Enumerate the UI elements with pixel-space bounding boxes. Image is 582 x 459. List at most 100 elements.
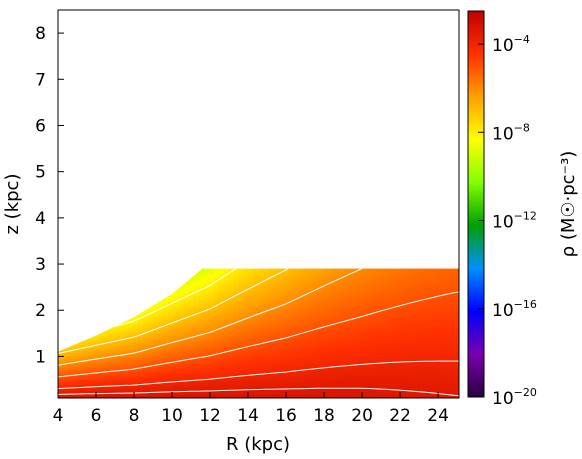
heat-cell: [63, 380, 69, 384]
heat-cell: [363, 309, 370, 313]
heat-cell: [308, 390, 315, 393]
heat-cell: [58, 332, 64, 336]
heat-cell: [378, 275, 385, 279]
heat-cell: [68, 355, 74, 359]
heat-cell: [118, 285, 124, 288]
heat-cell: [113, 388, 119, 391]
heat-cell: [138, 308, 144, 311]
heat-cell: [348, 292, 355, 296]
heat-cell: [208, 325, 214, 328]
heat-cell: [118, 365, 124, 368]
heat-cell: [173, 290, 179, 294]
heat-cell: [63, 390, 69, 393]
heat-cell: [378, 367, 385, 370]
heat-cell: [168, 275, 174, 279]
heat-cell: [343, 290, 350, 294]
heat-cell: [348, 327, 355, 330]
heat-cell: [368, 304, 375, 307]
heat-cell: [358, 300, 365, 303]
heat-cell: [148, 332, 154, 336]
heat-cell: [303, 294, 310, 298]
heat-cell: [413, 386, 420, 390]
heat-cell: [158, 355, 164, 359]
heat-cell: [288, 304, 295, 307]
heat-cell: [368, 287, 375, 290]
heat-cell: [118, 273, 124, 277]
heat-cell: [243, 382, 250, 386]
heat-cell: [133, 323, 139, 326]
heat-cell: [173, 313, 179, 317]
heat-cell: [278, 268, 285, 271]
heat-cell: [178, 396, 184, 398]
heat-cell: [264, 266, 270, 269]
heat-cell: [213, 332, 219, 336]
heat-cell: [238, 340, 245, 344]
heat-cell: [253, 279, 260, 282]
heat-cell: [298, 365, 305, 368]
heat-cell: [168, 357, 174, 361]
heat-cell: [193, 388, 199, 391]
heat-cell: [378, 268, 385, 271]
heat-cell: [58, 380, 64, 384]
heat-cell: [248, 365, 255, 368]
heat-cell: [243, 348, 250, 351]
heat-cell: [283, 331, 290, 334]
heat-cell: [368, 376, 375, 380]
heat-cell: [153, 342, 159, 346]
heat-cell: [323, 376, 330, 380]
heat-cell: [193, 344, 199, 347]
heat-cell: [73, 334, 79, 338]
heat-cell: [378, 321, 385, 324]
heat-cell: [193, 382, 199, 386]
heat-cell: [163, 331, 169, 334]
heat-cell: [328, 290, 335, 294]
heat-cell: [343, 338, 350, 342]
heat-cell: [368, 302, 375, 305]
heat-cell: [158, 311, 164, 315]
heat-cell: [173, 279, 179, 282]
heat-cell: [383, 367, 390, 370]
heat-cell: [148, 283, 154, 286]
heat-cell: [258, 271, 265, 275]
heat-cell: [289, 264, 295, 267]
heat-cell: [83, 394, 89, 397]
heat-cell: [223, 355, 230, 359]
heat-cell: [108, 336, 114, 340]
heat-cell: [223, 384, 230, 388]
heat-cell: [308, 359, 315, 363]
heat-cell: [368, 355, 375, 359]
heat-cell: [318, 268, 325, 271]
heat-cell: [108, 281, 114, 284]
heat-cell: [213, 296, 219, 300]
heat-cell: [298, 269, 305, 273]
heat-cell: [248, 396, 255, 398]
heat-cell: [93, 287, 99, 290]
heat-cell: [118, 390, 124, 393]
heat-cell: [158, 329, 164, 332]
heat-cell: [93, 315, 99, 319]
heat-cell: [113, 317, 119, 321]
heat-cell: [378, 336, 385, 340]
heat-cell: [113, 281, 119, 284]
heat-cell: [168, 378, 174, 382]
heat-cell: [273, 392, 280, 395]
heat-cell: [323, 332, 330, 336]
heat-cell: [168, 369, 174, 372]
heat-cell: [318, 287, 325, 290]
heat-cell: [208, 396, 214, 398]
heat-cell: [288, 371, 295, 374]
heat-cell: [173, 365, 179, 368]
heat-cell: [108, 311, 114, 315]
heat-cell: [113, 285, 119, 288]
heat-cell: [398, 371, 405, 374]
heat-cell: [168, 321, 174, 324]
heat-cell: [108, 319, 114, 323]
heat-cell: [138, 376, 144, 380]
heat-cell: [318, 352, 325, 355]
heat-cell: [273, 336, 280, 340]
heat-cell: [178, 288, 184, 292]
heat-cell: [268, 329, 275, 332]
heat-cell: [138, 266, 144, 269]
heat-cell: [63, 342, 69, 346]
heat-cell: [163, 264, 169, 267]
